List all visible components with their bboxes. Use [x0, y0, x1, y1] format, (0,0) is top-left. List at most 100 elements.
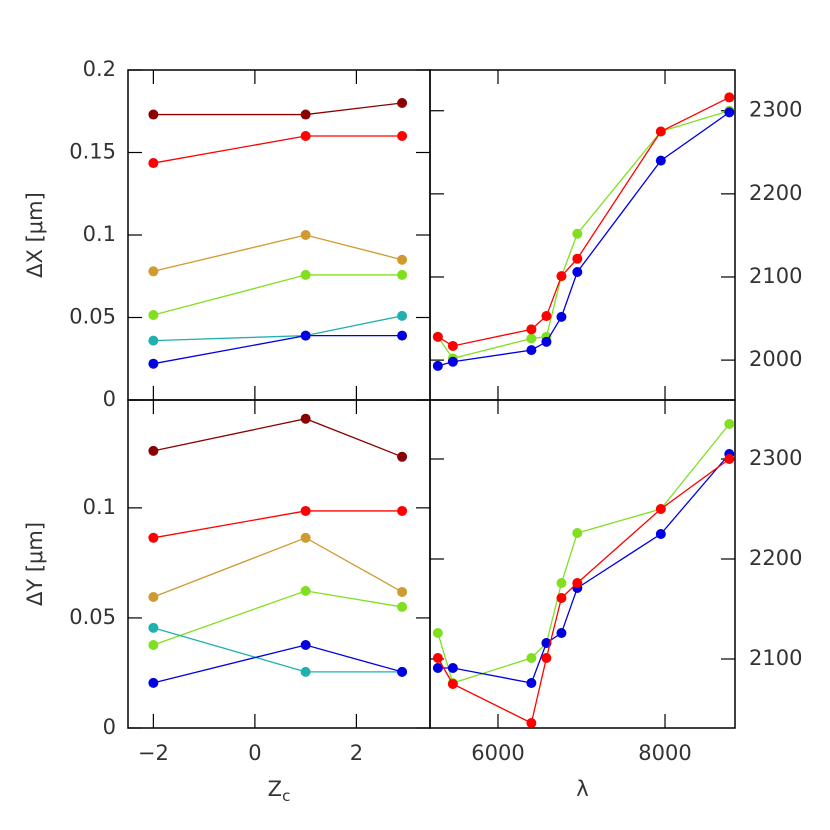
data-point	[541, 311, 552, 322]
y-axis-label: ΔY [μm]	[23, 522, 47, 606]
data-point	[526, 653, 537, 663]
series-line	[153, 537, 403, 598]
plot-frame	[429, 69, 736, 401]
data-point	[655, 126, 666, 137]
data-point	[397, 666, 408, 677]
data-point	[148, 532, 159, 543]
data-point	[655, 504, 666, 514]
data-point	[397, 254, 408, 265]
data-point	[556, 628, 567, 638]
data-point	[397, 451, 408, 462]
data-point	[526, 324, 537, 335]
y-tick-label: 0.15	[69, 140, 116, 164]
data-point	[526, 345, 537, 356]
data-point	[300, 109, 311, 120]
data-point	[526, 718, 537, 728]
data-point	[572, 578, 583, 588]
data-point	[724, 419, 735, 429]
x-tick-label: 6000	[471, 741, 524, 765]
data-point	[432, 331, 443, 342]
data-point	[432, 663, 443, 673]
data-point	[300, 505, 311, 516]
data-point	[447, 356, 458, 367]
data-point	[148, 622, 159, 633]
y-tick-label: 2300	[749, 446, 802, 470]
data-point	[148, 310, 159, 321]
data-point	[148, 335, 159, 346]
data-point	[572, 253, 583, 264]
series-line	[437, 453, 730, 684]
data-point	[148, 266, 159, 277]
y-tick-label: 2100	[749, 264, 802, 288]
x-axis-label-base: λ	[576, 777, 588, 801]
plot-frame	[127, 69, 431, 401]
data-point	[432, 360, 443, 371]
x-tick-label: 0	[248, 741, 261, 765]
data-point	[655, 155, 666, 166]
data-point	[556, 271, 567, 282]
series-line	[153, 274, 403, 316]
data-point	[724, 92, 735, 103]
y-tick-label: 0.05	[69, 605, 116, 629]
data-point	[556, 593, 567, 603]
data-point	[300, 230, 311, 240]
data-point	[541, 336, 552, 347]
series-line	[437, 423, 730, 684]
series-line	[153, 102, 403, 116]
data-point	[148, 677, 159, 688]
data-point	[432, 653, 443, 663]
y-tick-label: 0.1	[83, 495, 116, 519]
y-tick-label: 2300	[749, 98, 802, 122]
plot-frame	[127, 399, 431, 729]
series-line	[437, 111, 730, 367]
series-line	[153, 135, 403, 164]
series-line	[153, 627, 403, 673]
data-point	[572, 228, 583, 239]
data-point	[300, 330, 311, 341]
y-tick-label: 2200	[749, 546, 802, 570]
data-point	[300, 269, 311, 280]
y-tick-label: 0.2	[83, 57, 116, 81]
data-point	[447, 340, 458, 351]
data-point	[397, 269, 408, 280]
x-axis-label-sub: c	[282, 787, 290, 805]
data-point	[724, 454, 735, 464]
data-point	[556, 311, 567, 322]
data-point	[148, 640, 159, 651]
y-axis-label: ΔX [μm]	[23, 192, 47, 278]
series-line	[437, 96, 730, 347]
y-tick-label: 2000	[749, 347, 802, 371]
series-line	[437, 458, 730, 724]
data-point	[447, 663, 458, 673]
series-line	[153, 510, 403, 539]
data-point	[397, 601, 408, 612]
data-point	[526, 678, 537, 688]
series-line	[153, 234, 403, 272]
data-point	[300, 585, 311, 596]
y-tick-label: 0.05	[69, 305, 116, 329]
data-point	[148, 445, 159, 456]
data-point	[572, 266, 583, 277]
series-line	[153, 418, 403, 458]
data-point	[556, 578, 567, 588]
data-point	[397, 586, 408, 597]
x-tick-label: 2	[350, 741, 363, 765]
y-tick-label: 2200	[749, 181, 802, 205]
y-tick-label: 0	[103, 387, 116, 411]
data-point	[397, 505, 408, 516]
data-point	[397, 310, 408, 321]
data-point	[397, 98, 408, 108]
data-point	[148, 358, 159, 369]
y-tick-label: 2100	[749, 646, 802, 670]
data-point	[300, 131, 311, 141]
data-point	[397, 131, 408, 141]
y-tick-label: 0	[103, 715, 116, 739]
data-point	[300, 640, 311, 651]
data-point	[541, 653, 552, 663]
x-axis-label: λ	[576, 777, 588, 801]
series-line	[437, 110, 730, 360]
data-point	[397, 330, 408, 341]
x-tick-label: −2	[138, 741, 169, 765]
data-point	[148, 109, 159, 120]
